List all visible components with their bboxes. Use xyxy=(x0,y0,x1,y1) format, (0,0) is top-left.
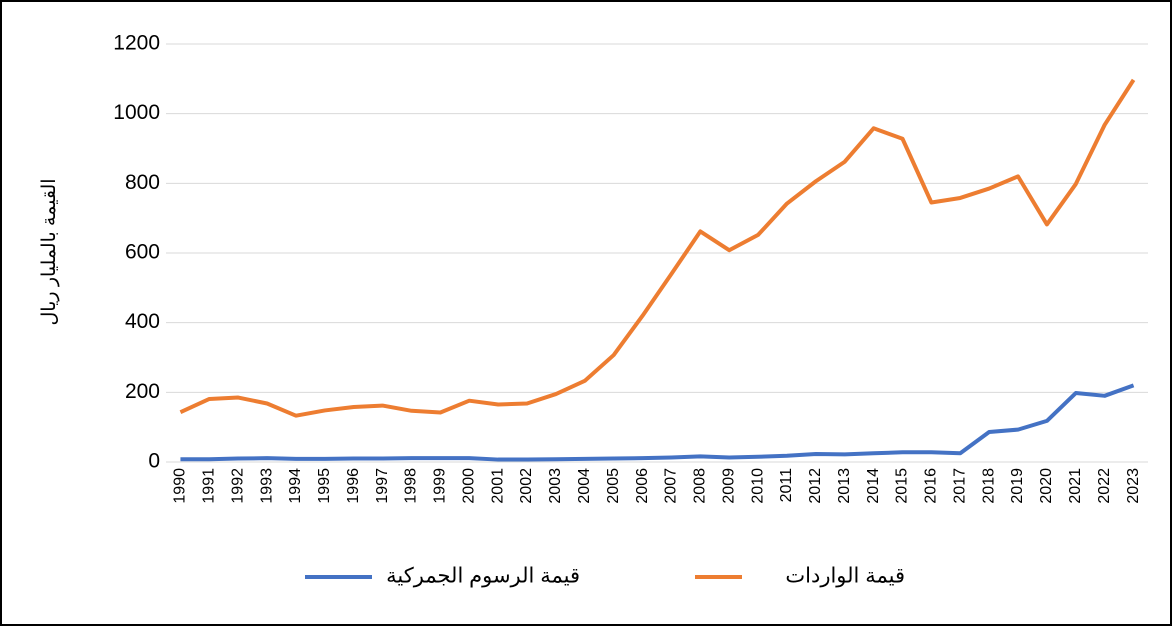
x-tick-label: 2013 xyxy=(836,468,853,504)
y-tick-label: 200 xyxy=(125,380,160,403)
x-tick-label: 2005 xyxy=(605,468,622,504)
x-tick-label: 1995 xyxy=(316,468,333,504)
x-tick-label: 2003 xyxy=(547,468,564,504)
y-tick-label: 400 xyxy=(125,310,160,333)
y-tick-label: 0 xyxy=(148,450,160,473)
x-tick-label: 2018 xyxy=(980,468,997,504)
x-tick-label: 2009 xyxy=(720,468,737,504)
x-tick-label: 2023 xyxy=(1125,468,1142,504)
x-tick-label: 2019 xyxy=(1009,468,1026,504)
y-tick-label: 1200 xyxy=(113,32,160,55)
x-tick-label: 2002 xyxy=(518,468,535,504)
x-tick-label: 2008 xyxy=(692,468,709,504)
series-line xyxy=(180,383,1135,462)
x-tick-label: 1997 xyxy=(374,468,391,504)
x-tick-label: 1994 xyxy=(287,468,304,504)
series-line xyxy=(179,78,1136,418)
y-tick-label: 600 xyxy=(125,241,160,264)
x-tick-label: 2021 xyxy=(1067,468,1084,504)
x-tick-label: 1993 xyxy=(258,468,275,504)
y-tick-label: 800 xyxy=(125,171,160,194)
x-tick-label: 1999 xyxy=(432,468,449,504)
x-tick-label: 2020 xyxy=(1038,468,1055,504)
x-tick-label: 1998 xyxy=(403,468,420,504)
y-axis-title: القيمة بالمليار ريال xyxy=(39,178,60,325)
x-tick-label: 2010 xyxy=(749,468,766,504)
x-tick-label: 2011 xyxy=(778,468,795,503)
x-tick-label: 2022 xyxy=(1096,468,1113,504)
x-tick-label: 1996 xyxy=(345,468,362,504)
x-tick-label: 1991 xyxy=(201,468,218,504)
x-tick-label: 2015 xyxy=(894,468,911,504)
x-tick-label: 2001 xyxy=(489,468,506,504)
x-tick-label: 2004 xyxy=(576,468,593,504)
x-tick-label: 2014 xyxy=(865,468,882,504)
x-tick-label: 1992 xyxy=(229,468,246,504)
x-tick-label: 2007 xyxy=(663,468,680,504)
x-tick-label: 2012 xyxy=(807,468,824,504)
y-tick-label: 1000 xyxy=(113,101,160,124)
x-tick-label: 2016 xyxy=(923,468,940,504)
x-tick-label: 1990 xyxy=(172,468,189,504)
legend-label: قيمة الواردات xyxy=(785,565,905,588)
x-tick-label: 2006 xyxy=(634,468,651,504)
x-tick-label: 2000 xyxy=(460,468,477,504)
x-tick-label: 2017 xyxy=(951,468,968,504)
legend-label: قيمة الرسوم الجمركية xyxy=(386,565,580,588)
